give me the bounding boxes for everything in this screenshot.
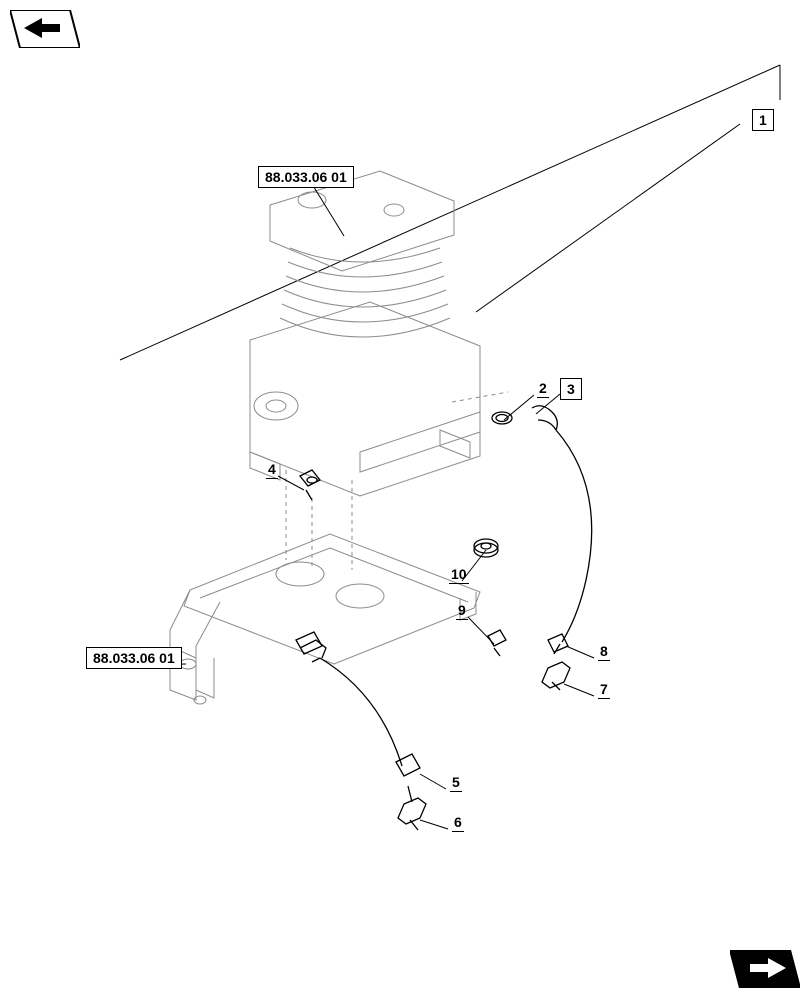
callout-9: 9	[456, 602, 468, 620]
callout-4: 4	[266, 461, 278, 479]
labels-layer: 1 88.033.06 01 23 4 88.033.06 01 10 9 8 7 5 6	[0, 0, 812, 1000]
page-root: 1 88.033.06 01 23 4 88.033.06 01 10 9 8 7 5 6	[0, 0, 812, 1000]
callout-88b: 88.033.06 01	[86, 647, 182, 669]
callout-3: 3	[560, 378, 582, 400]
callout-10: 10	[449, 566, 469, 584]
callout-7: 7	[598, 681, 610, 699]
callout-2: 2	[537, 380, 549, 398]
callout-8: 8	[598, 643, 610, 661]
callout-6: 6	[452, 814, 464, 832]
callout-5: 5	[450, 774, 462, 792]
callout-1: 1	[752, 109, 774, 131]
callout-88a: 88.033.06 01	[258, 166, 354, 188]
